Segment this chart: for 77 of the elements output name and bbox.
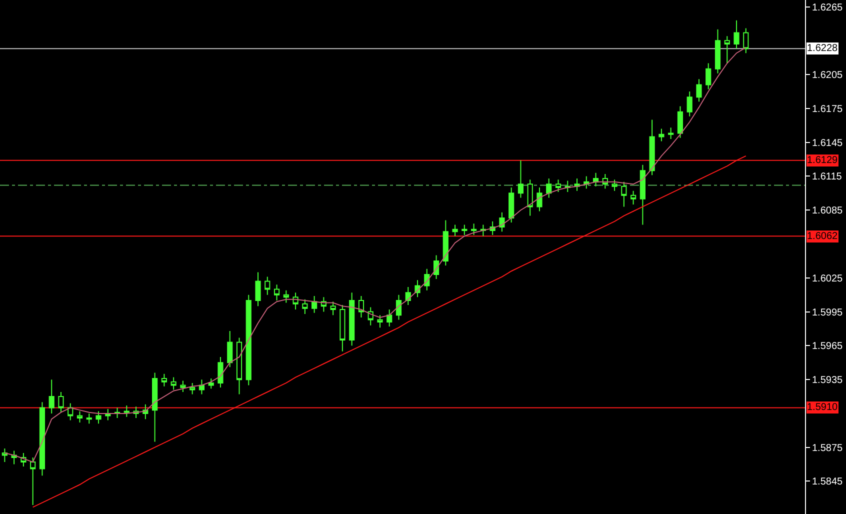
candlestick xyxy=(227,330,233,368)
candlestick xyxy=(686,91,692,117)
candlestick xyxy=(471,223,477,236)
candlestick xyxy=(452,224,458,237)
candlestick xyxy=(264,276,270,296)
y-tick-label: 1.5965 xyxy=(812,341,844,352)
candlestick xyxy=(190,382,196,395)
candlestick xyxy=(198,379,205,395)
candlestick xyxy=(677,106,684,138)
y-tick-label: 1.5875 xyxy=(812,442,844,454)
candlestick xyxy=(340,304,346,352)
y-tick-label: 1.6175 xyxy=(812,104,844,115)
y-tick-label: 1.6025 xyxy=(812,273,844,284)
candlestick xyxy=(621,181,627,208)
candlestick xyxy=(358,295,364,318)
candlestick xyxy=(255,272,261,307)
y-tick-label: 1.6085 xyxy=(812,206,844,217)
candlestick xyxy=(312,295,318,314)
candlestick xyxy=(640,164,646,226)
y-tick-label: 1.5935 xyxy=(812,375,844,386)
candlestick xyxy=(246,294,252,386)
ref-line-label: 1.5910 xyxy=(807,402,838,413)
candlestick xyxy=(592,172,599,187)
candlestick xyxy=(743,28,749,54)
candlestick xyxy=(536,187,542,212)
candlestick xyxy=(442,220,448,266)
candlestick xyxy=(124,405,130,418)
candlestick xyxy=(377,314,383,328)
ref-line-label: 1.6129 xyxy=(807,155,838,166)
ref-line-label: 1.6228 xyxy=(807,43,838,54)
candlestick xyxy=(649,119,655,176)
candlestick xyxy=(180,380,186,392)
candlestick xyxy=(658,128,664,142)
candlestick xyxy=(274,284,280,301)
candlestick xyxy=(292,292,298,310)
line-series xyxy=(4,46,746,463)
candlestick xyxy=(96,410,102,424)
y-tick-label: 1.6265 xyxy=(812,2,844,14)
candlestick xyxy=(527,179,533,216)
candlestick xyxy=(396,294,402,320)
candlestick xyxy=(546,178,552,198)
candlestick xyxy=(518,160,524,198)
candlestick xyxy=(86,412,92,424)
candlestick xyxy=(462,224,468,236)
candlestick xyxy=(330,301,336,316)
candlestick xyxy=(612,179,618,192)
candlestick xyxy=(170,376,176,390)
candlestick xyxy=(39,402,46,476)
candlestick xyxy=(152,372,158,442)
y-tick-label: 1.6205 xyxy=(812,70,844,82)
candlestick xyxy=(349,292,355,346)
candlestick xyxy=(555,179,562,193)
candlestick xyxy=(714,28,721,74)
candlestick xyxy=(696,78,702,102)
y-tick-label: 1.5845 xyxy=(812,476,844,488)
candlestick xyxy=(724,36,730,64)
candlestick xyxy=(161,373,167,387)
candlestick xyxy=(76,410,83,423)
candlestick xyxy=(208,378,214,390)
candlestick xyxy=(630,190,636,205)
candlestick xyxy=(236,337,242,395)
candlestick xyxy=(302,298,308,315)
candlestick xyxy=(386,309,392,327)
y-tick-label: 1.6115 xyxy=(812,172,842,183)
candlestick xyxy=(283,290,289,304)
y-tick-label: 1.5995 xyxy=(812,307,844,318)
candlestick xyxy=(508,187,514,224)
ref-line-label: 1.6062 xyxy=(807,231,838,242)
candlestick xyxy=(30,457,36,506)
candlestick xyxy=(734,20,740,50)
candlestick xyxy=(668,127,674,140)
candlestick xyxy=(368,306,374,326)
y-tick-label: 1.6145 xyxy=(812,138,844,149)
candlestick xyxy=(706,62,712,90)
candlestick xyxy=(58,392,64,413)
candlestick xyxy=(48,379,54,414)
candlestick xyxy=(218,356,224,388)
